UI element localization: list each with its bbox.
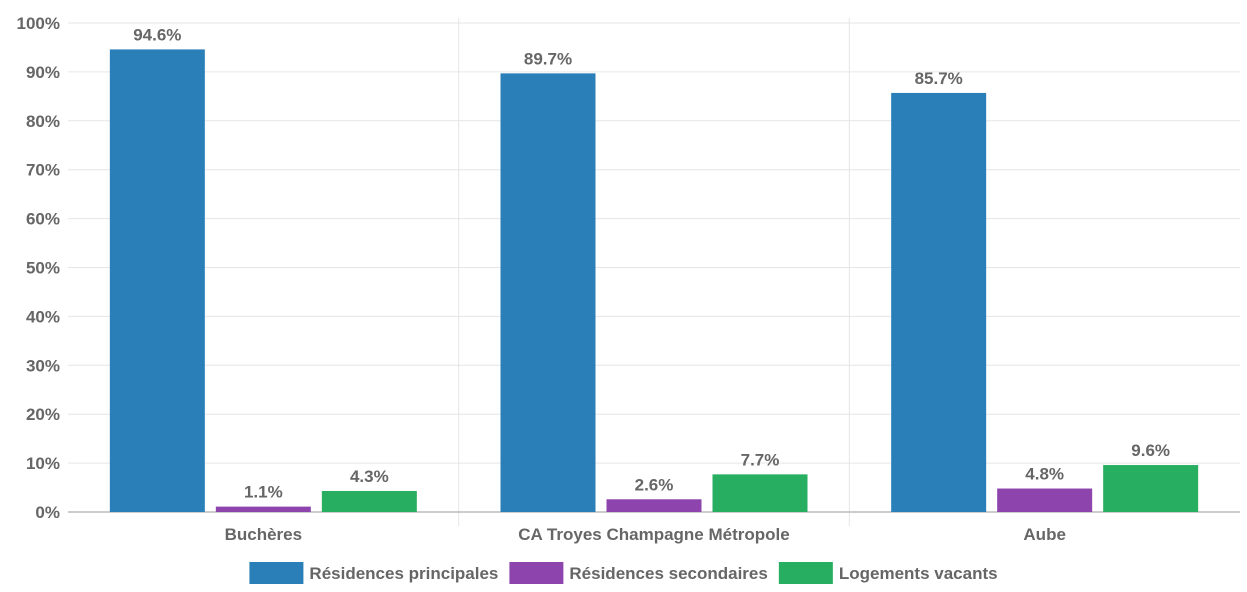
bar[interactable]	[891, 92, 987, 512]
y-tick-label: 90%	[26, 63, 60, 82]
y-tick-label: 70%	[26, 161, 60, 180]
bar[interactable]	[997, 488, 1093, 512]
legend-swatch	[249, 562, 304, 584]
bar[interactable]	[321, 490, 417, 512]
data-label: 94.6%	[133, 25, 181, 44]
bars	[109, 49, 1199, 512]
data-labels: 94.6% 1.1% 4.3% 89.7% 2.6% 7.7% 85.7% 4.8% 9.6%	[133, 25, 1170, 501]
x-tick-label: Aube	[1023, 525, 1066, 544]
x-tick-label: CA Troyes Champagne Métropole	[518, 525, 789, 544]
bar[interactable]	[606, 499, 702, 512]
legend-swatch	[509, 562, 564, 584]
bar[interactable]	[109, 49, 205, 512]
data-label: 7.7%	[741, 450, 780, 469]
y-tick-label: 50%	[26, 259, 60, 278]
y-tick-label: 0%	[35, 503, 60, 522]
y-tick-label: 100%	[17, 14, 60, 33]
x-axis-ticks: Buchères CA Troyes Champagne Métropole Aub…	[225, 525, 1066, 544]
bar[interactable]	[1103, 465, 1199, 512]
data-label: 4.8%	[1025, 465, 1064, 484]
data-label: 9.6%	[1131, 441, 1170, 460]
legend-item[interactable]: Résidences secondaires	[509, 562, 768, 584]
x-tick-label: Buchères	[225, 525, 302, 544]
bar[interactable]	[712, 474, 808, 512]
data-label: 89.7%	[524, 49, 572, 68]
data-label: 85.7%	[915, 69, 963, 88]
legend-swatch	[778, 562, 833, 584]
y-tick-label: 20%	[26, 405, 60, 424]
legend[interactable]: Résidences principales Résidences seconda…	[249, 562, 998, 584]
data-label: 2.6%	[635, 475, 674, 494]
y-axis-ticks: 0% 10% 20% 30% 40% 50% 60% 70% 80% 90% 100%	[17, 14, 60, 522]
gridlines	[68, 18, 1240, 526]
y-tick-label: 40%	[26, 307, 60, 326]
legend-label: Résidences principales	[309, 564, 498, 583]
y-tick-label: 80%	[26, 112, 60, 131]
y-tick-label: 10%	[26, 454, 60, 473]
legend-item[interactable]: Résidences principales	[249, 562, 498, 584]
legend-label: Résidences secondaires	[569, 564, 767, 583]
bar[interactable]	[500, 73, 596, 512]
legend-item[interactable]: Logements vacants	[778, 562, 998, 584]
bar[interactable]	[215, 506, 311, 512]
data-label: 4.3%	[350, 467, 389, 486]
y-tick-label: 60%	[26, 210, 60, 229]
legend-label: Logements vacants	[839, 564, 998, 583]
y-tick-label: 30%	[26, 356, 60, 375]
data-label: 1.1%	[244, 483, 283, 502]
